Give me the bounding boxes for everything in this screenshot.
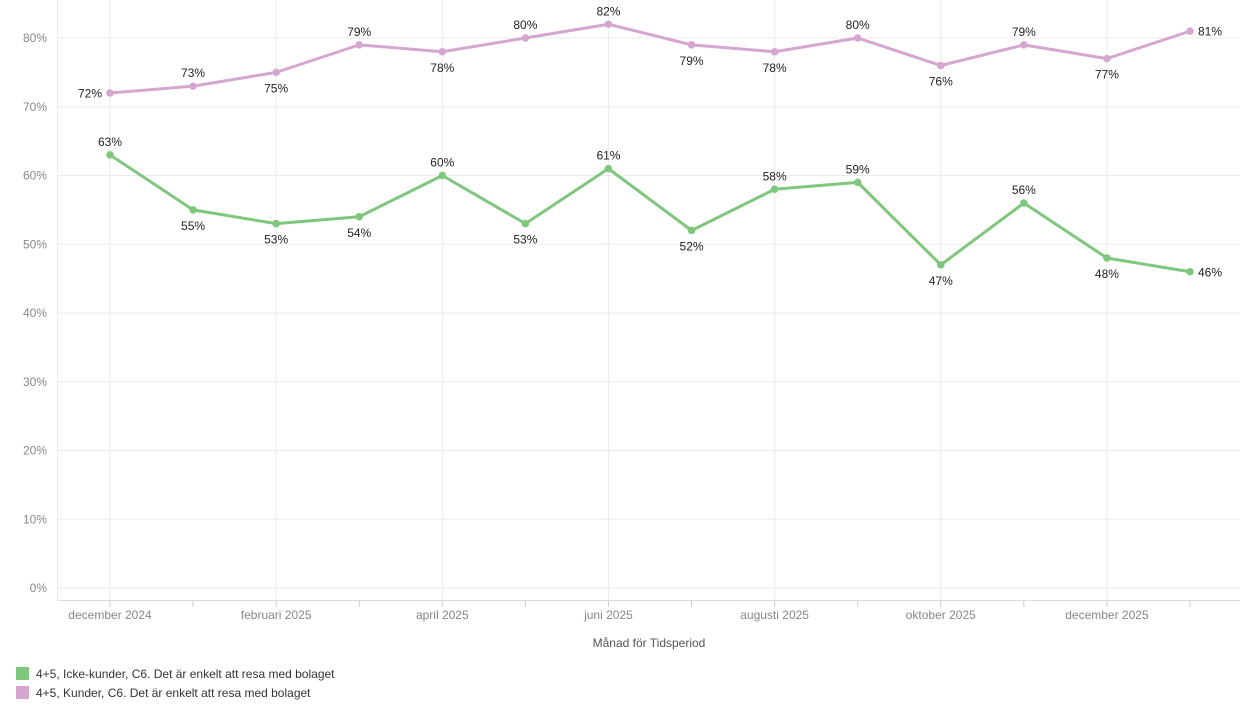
data-point[interactable] bbox=[521, 219, 530, 228]
chart-legend: 4+5, Icke-kunder, C6. Det är enkelt att … bbox=[16, 664, 335, 702]
data-label: 78% bbox=[430, 61, 454, 75]
data-label: 63% bbox=[98, 135, 122, 149]
x-tick-label: april 2025 bbox=[416, 608, 469, 622]
data-point[interactable] bbox=[355, 212, 364, 221]
data-point[interactable] bbox=[936, 261, 945, 269]
data-point[interactable] bbox=[853, 34, 862, 42]
data-label: 75% bbox=[264, 81, 288, 95]
data-point[interactable] bbox=[604, 20, 613, 29]
y-tick-label: 0% bbox=[30, 581, 48, 595]
y-tick-label: 80% bbox=[23, 31, 47, 45]
line-chart: 0% 10% 20% 30% 40% 50% 60% 70% 80% december 2024 f… bbox=[23, 0, 1240, 650]
data-label: 80% bbox=[513, 18, 537, 32]
data-point[interactable] bbox=[272, 219, 280, 228]
y-tick-label: 70% bbox=[23, 100, 47, 114]
data-point[interactable] bbox=[770, 185, 779, 194]
data-label: 79% bbox=[680, 54, 704, 68]
x-tick-label: juni 2025 bbox=[583, 608, 633, 622]
data-point[interactable] bbox=[106, 89, 114, 97]
data-point[interactable] bbox=[1186, 27, 1194, 35]
data-point[interactable] bbox=[438, 47, 447, 56]
data-label: 54% bbox=[347, 226, 371, 240]
legend-item-label: 4+5, Kunder, C6. Det är enkelt att resa … bbox=[36, 685, 311, 700]
y-tick-label: 60% bbox=[23, 169, 47, 183]
data-label: 56% bbox=[1012, 183, 1036, 197]
data-label: 61% bbox=[596, 149, 620, 163]
data-label: 78% bbox=[763, 61, 787, 75]
data-label: 80% bbox=[846, 18, 870, 32]
data-label: 77% bbox=[1095, 68, 1119, 82]
data-label: 60% bbox=[430, 156, 454, 170]
y-tick-label: 40% bbox=[23, 306, 47, 320]
data-point[interactable] bbox=[853, 178, 862, 187]
x-tick-label: oktober 2025 bbox=[906, 608, 976, 622]
data-point[interactable] bbox=[604, 164, 613, 173]
x-tick-label: augusti 2025 bbox=[740, 608, 809, 622]
data-point[interactable] bbox=[1186, 267, 1194, 276]
data-label: 79% bbox=[1012, 25, 1036, 39]
data-label: 72% bbox=[78, 87, 102, 101]
data-point[interactable] bbox=[770, 47, 779, 56]
y-tick-label: 20% bbox=[23, 444, 47, 458]
data-label: 53% bbox=[513, 233, 537, 247]
series-line[interactable] bbox=[108, 153, 1192, 274]
data-point[interactable] bbox=[1020, 41, 1028, 49]
legend-swatch-icke-kunder-icon bbox=[16, 667, 29, 680]
x-tick-label: december 2025 bbox=[1065, 608, 1149, 622]
data-label: 47% bbox=[929, 274, 953, 288]
y-tick-label: 30% bbox=[23, 375, 47, 389]
data-label: 52% bbox=[680, 240, 704, 254]
data-label: 79% bbox=[347, 25, 371, 39]
data-label: 58% bbox=[763, 169, 787, 183]
data-point[interactable] bbox=[936, 61, 945, 70]
data-point[interactable] bbox=[1103, 54, 1111, 63]
data-point[interactable] bbox=[687, 41, 696, 49]
data-point[interactable] bbox=[189, 206, 197, 214]
data-label: 48% bbox=[1095, 267, 1119, 281]
legend-item-label: 4+5, Icke-kunder, C6. Det är enkelt att … bbox=[36, 666, 335, 681]
data-point[interactable] bbox=[521, 34, 530, 42]
data-label: 81% bbox=[1198, 25, 1222, 39]
data-point[interactable] bbox=[355, 41, 364, 49]
data-label: 73% bbox=[181, 66, 205, 80]
data-point[interactable] bbox=[687, 226, 696, 235]
data-label: 46% bbox=[1198, 265, 1222, 279]
data-point[interactable] bbox=[272, 68, 280, 77]
data-label: 55% bbox=[181, 219, 205, 233]
data-label: 82% bbox=[596, 4, 620, 18]
y-tick-label: 10% bbox=[23, 512, 47, 526]
x-tick-label: december 2024 bbox=[68, 608, 152, 622]
data-point[interactable] bbox=[1020, 199, 1028, 207]
data-label: 53% bbox=[264, 233, 288, 247]
data-point[interactable] bbox=[438, 171, 447, 180]
y-tick-label: 50% bbox=[23, 237, 47, 251]
series-line[interactable] bbox=[108, 22, 1192, 95]
data-point[interactable] bbox=[1103, 254, 1111, 262]
data-point[interactable] bbox=[106, 151, 114, 159]
legend-swatch-kunder-icon bbox=[16, 686, 29, 699]
data-point[interactable] bbox=[189, 82, 197, 90]
legend-item-icke-kunder[interactable]: 4+5, Icke-kunder, C6. Det är enkelt att … bbox=[16, 664, 335, 683]
data-label: 59% bbox=[846, 162, 870, 176]
x-tick-label: februari 2025 bbox=[241, 608, 312, 622]
legend-item-kunder[interactable]: 4+5, Kunder, C6. Det är enkelt att resa … bbox=[16, 683, 335, 702]
x-axis-title: Månad för Tidsperiod bbox=[593, 636, 706, 650]
data-label: 76% bbox=[929, 75, 953, 89]
